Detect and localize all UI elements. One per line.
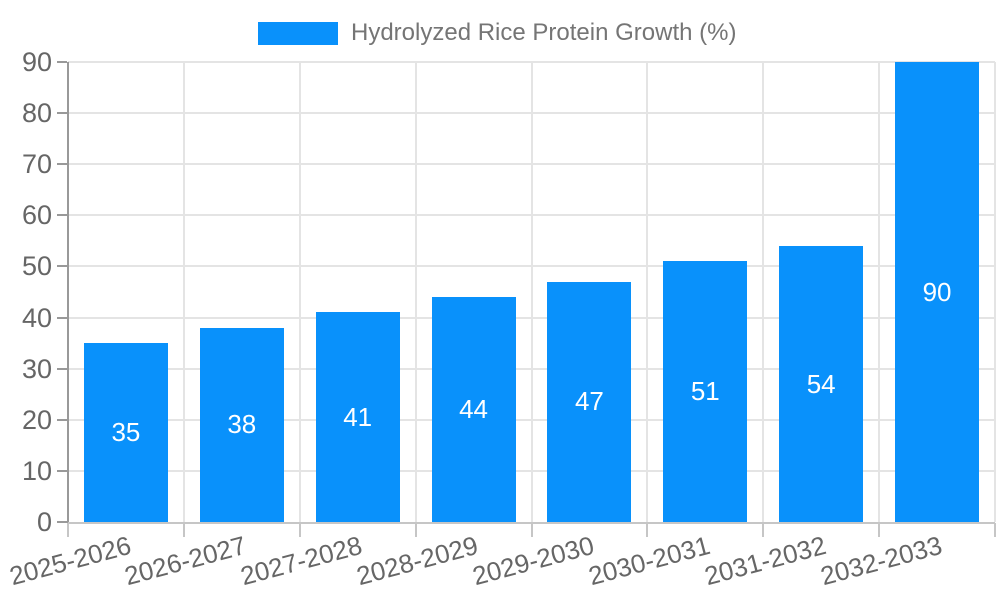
x-axis-category-label: 2031-2032 — [701, 530, 829, 592]
bar-2025-2026[interactable]: 35 — [83, 343, 168, 522]
y-axis-tick-label: 40 — [21, 302, 52, 333]
x-axis-category-label: 2028-2029 — [353, 530, 482, 592]
y-axis-tick — [57, 316, 67, 319]
legend-label: Hydrolyzed Rice Protein Growth (%) — [351, 19, 737, 46]
y-axis-tick — [57, 469, 67, 472]
x-axis-tick — [414, 523, 417, 537]
x-axis-category-label: 2030-2031 — [585, 530, 714, 592]
y-axis-line — [67, 62, 69, 524]
y-axis-tick-label: 20 — [21, 404, 52, 435]
x-axis-tick — [646, 523, 649, 537]
y-axis-tick — [57, 367, 67, 370]
y-axis-tick-label: 80 — [21, 98, 52, 129]
bar-2032-2033[interactable]: 90 — [895, 62, 980, 522]
x-axis-tick — [182, 523, 185, 537]
y-axis-tick — [57, 214, 67, 217]
legend-item[interactable]: Hydrolyzed Rice Protein Growth (%) — [258, 19, 736, 47]
y-axis-tick — [57, 112, 67, 115]
bar-2028-2029[interactable]: 44 — [431, 297, 516, 522]
x-axis-category-label: 2029-2030 — [469, 530, 598, 592]
bar-value-label: 44 — [459, 394, 489, 425]
bar-value-label: 38 — [227, 409, 257, 440]
x-axis-tick — [67, 523, 69, 537]
y-axis-tick-label: 10 — [21, 455, 52, 486]
x-axis-tick — [878, 523, 881, 537]
bar-value-label: 51 — [690, 376, 720, 407]
y-axis-tick-label: 90 — [21, 47, 52, 77]
x-axis-category-label: 2032-2033 — [816, 530, 945, 592]
gridline-vertical — [762, 62, 765, 522]
x-axis-tick — [762, 523, 765, 537]
x-axis-category-label: 2027-2028 — [237, 530, 366, 592]
bar-2030-2031[interactable]: 51 — [663, 261, 748, 522]
x-axis-tick — [994, 523, 996, 537]
bar-value-label: 54 — [806, 368, 836, 399]
bar-value-label: 47 — [574, 386, 604, 417]
y-axis-tick-label: 30 — [21, 353, 52, 384]
y-axis-tick — [57, 265, 67, 268]
y-axis-tick — [57, 61, 67, 63]
bar-2026-2027[interactable]: 38 — [199, 327, 284, 522]
y-axis-tick — [57, 521, 67, 523]
y-axis-tick — [57, 163, 67, 166]
y-axis-tick-label: 0 — [36, 507, 52, 537]
x-axis-category-label: 2026-2027 — [121, 530, 250, 592]
bar-2029-2030[interactable]: 47 — [547, 281, 632, 522]
gridline-vertical — [646, 62, 649, 522]
x-axis-tick — [298, 523, 301, 537]
gridline-vertical — [298, 62, 301, 522]
bar-value-label: 41 — [343, 401, 373, 432]
y-axis-tick — [57, 418, 67, 421]
bar-2027-2028[interactable]: 41 — [315, 312, 400, 522]
legend-swatch-icon — [258, 21, 338, 45]
y-axis-tick-label: 60 — [21, 200, 52, 231]
y-axis-tick-label: 50 — [21, 251, 52, 282]
y-axis-tick-label: 70 — [21, 149, 52, 180]
gridline-vertical — [182, 62, 185, 522]
bar-value-label: 35 — [111, 417, 141, 448]
gridline-vertical — [878, 62, 881, 522]
bar-value-label: 90 — [922, 276, 952, 307]
gridline-vertical — [994, 62, 996, 522]
x-axis-category-label: 2025-2026 — [5, 530, 134, 592]
gridline-vertical — [530, 62, 533, 522]
x-axis-tick — [530, 523, 533, 537]
bar-2031-2032[interactable]: 54 — [779, 246, 864, 522]
gridline-vertical — [414, 62, 417, 522]
